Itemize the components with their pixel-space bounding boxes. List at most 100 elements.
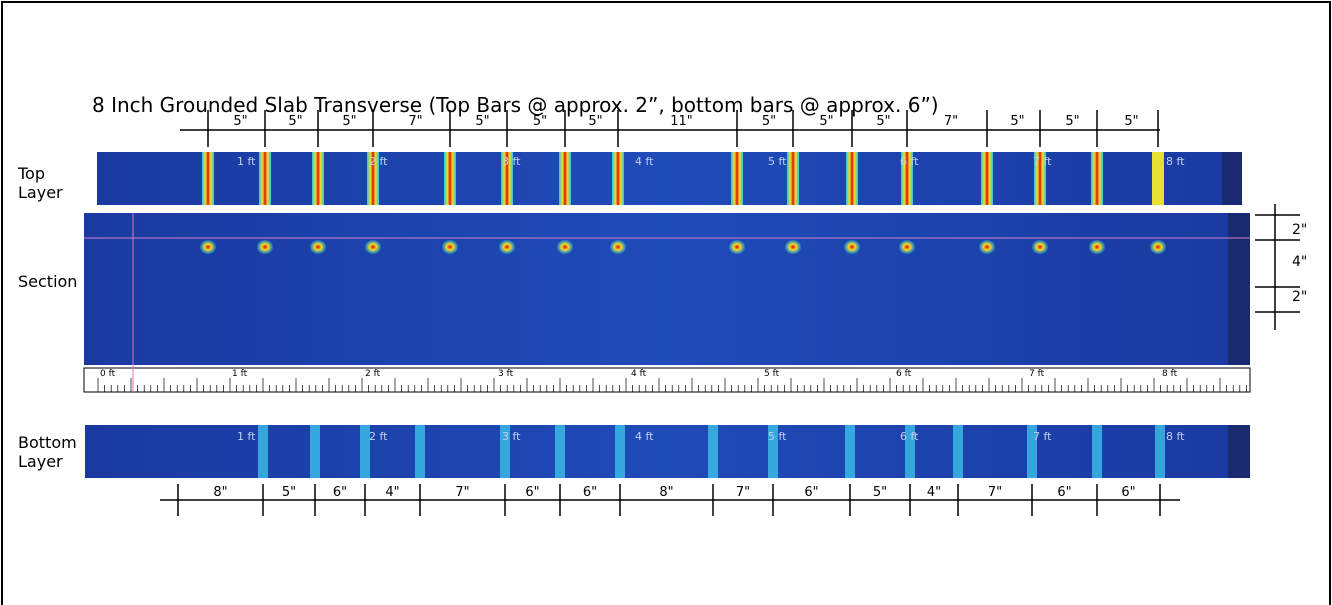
- section-rebar: [610, 240, 626, 254]
- scan-label: 6 ft: [900, 430, 919, 443]
- top-rebar: [1034, 152, 1046, 205]
- bottom-rebar: [310, 425, 320, 478]
- top-spacing: 5": [342, 114, 356, 129]
- depth-spacing: 4": [1292, 254, 1307, 270]
- section-rebar: [310, 240, 326, 254]
- bottom-spacing: 8": [659, 485, 673, 500]
- scan-label: 2 ft: [369, 155, 388, 168]
- bottom-spacing: 6": [583, 485, 597, 500]
- section-label: Section: [18, 272, 78, 291]
- top-rebar: [367, 152, 379, 205]
- bottom-spacing: 8": [213, 485, 227, 500]
- scan-label: 5 ft: [768, 155, 787, 168]
- ruler-label: 2 ft: [365, 369, 381, 379]
- section-rebar: [899, 240, 915, 254]
- top-rebar: [444, 152, 456, 205]
- ruler-label: 0 ft: [100, 369, 116, 379]
- bottom-spacing: 5": [873, 485, 887, 500]
- bottom-rebar: [953, 425, 963, 478]
- top-rebar: [202, 152, 214, 205]
- bottom-rebar: [415, 425, 425, 478]
- top-rebar: [731, 152, 743, 205]
- section-rebar: [499, 240, 515, 254]
- top-spacing: 5": [288, 114, 302, 129]
- top-spacing: 5": [588, 114, 602, 129]
- ruler-label: 7 ft: [1029, 369, 1045, 379]
- section-rebar: [785, 240, 801, 254]
- section-rebar: [844, 240, 860, 254]
- scan-label: 1 ft: [237, 430, 256, 443]
- scan-label: 4 ft: [635, 430, 654, 443]
- top-spacing: 5": [819, 114, 833, 129]
- ruler-label: 3 ft: [498, 369, 514, 379]
- section-rebar: [979, 240, 995, 254]
- bottom-spacing: 7": [455, 485, 469, 500]
- scan-label: 3 ft: [502, 430, 521, 443]
- bottom-spacing: 4": [385, 485, 399, 500]
- top-rebar: [787, 152, 799, 205]
- scan-label: 1 ft: [237, 155, 256, 168]
- top-scan: [97, 152, 1242, 205]
- top-rebar: [846, 152, 858, 205]
- top-rebar: [501, 152, 513, 205]
- top-rebar: [312, 152, 324, 205]
- bottom-spacing: 6": [1121, 485, 1135, 500]
- scan-label: 8 ft: [1166, 430, 1185, 443]
- top-spacing: 5": [876, 114, 890, 129]
- bottom-rebar: [1092, 425, 1102, 478]
- bottom-rebar: [708, 425, 718, 478]
- top-layer-label: Top Layer: [18, 164, 63, 202]
- top-rebar: [1091, 152, 1103, 205]
- ruler-label: 4 ft: [631, 369, 647, 379]
- section-rebar: [557, 240, 573, 254]
- bottom-layer-label: Bottom Layer: [18, 433, 77, 471]
- ruler-label: 8 ft: [1162, 369, 1178, 379]
- section-rebar: [442, 240, 458, 254]
- bottom-spacing: 4": [927, 485, 941, 500]
- top-spacing: 5": [762, 114, 776, 129]
- scan-label: 5 ft: [768, 430, 787, 443]
- bottom-rebar: [360, 425, 370, 478]
- top-rebar: [559, 152, 571, 205]
- top-rebar: [612, 152, 624, 205]
- scan-label: 7 ft: [1033, 430, 1052, 443]
- bottom-rebar: [500, 425, 510, 478]
- section-rebar: [1150, 240, 1166, 254]
- top-spacing: 7": [944, 114, 958, 129]
- bottom-rebar: [615, 425, 625, 478]
- top-rebar: [981, 152, 993, 205]
- section-rebar: [1089, 240, 1105, 254]
- section-rebar: [1032, 240, 1048, 254]
- top-edge: [1222, 152, 1242, 205]
- top-spacing: 5": [1124, 114, 1138, 129]
- bottom-rebar: [555, 425, 565, 478]
- section-scan: [84, 213, 1250, 365]
- top-spacing: 7": [408, 114, 422, 129]
- top-spacing: 5": [1010, 114, 1024, 129]
- bottom-rebar: [845, 425, 855, 478]
- top-rebar: [901, 152, 913, 205]
- bottom-spacing: 6": [1057, 485, 1071, 500]
- bottom-rebar: [905, 425, 915, 478]
- ruler: [83, 367, 1251, 393]
- ruler-label: 5 ft: [764, 369, 780, 379]
- scan-label: 7 ft: [1033, 155, 1052, 168]
- bottom-rebar: [1155, 425, 1165, 478]
- bottom-spacing: 5": [282, 485, 296, 500]
- section-rebar: [257, 240, 273, 254]
- top-rebar: [1152, 152, 1164, 205]
- bottom-edge: [1228, 425, 1250, 478]
- scan-label: 6 ft: [900, 155, 919, 168]
- bottom-spacing: 6": [804, 485, 818, 500]
- annotations: 1 ft 1 ft 2 ft 2 ft 3 ft 3 ft 4 ft 4 ft 5 ft 5 ft…: [84, 110, 1307, 516]
- scan-label: 3 ft: [502, 155, 521, 168]
- section-rebar: [200, 240, 216, 254]
- scan-label: 8 ft: [1166, 155, 1185, 168]
- bottom-rebar: [768, 425, 778, 478]
- scan-label: 2 ft: [369, 430, 388, 443]
- bottom-rebar: [258, 425, 268, 478]
- section-edge: [1228, 213, 1250, 365]
